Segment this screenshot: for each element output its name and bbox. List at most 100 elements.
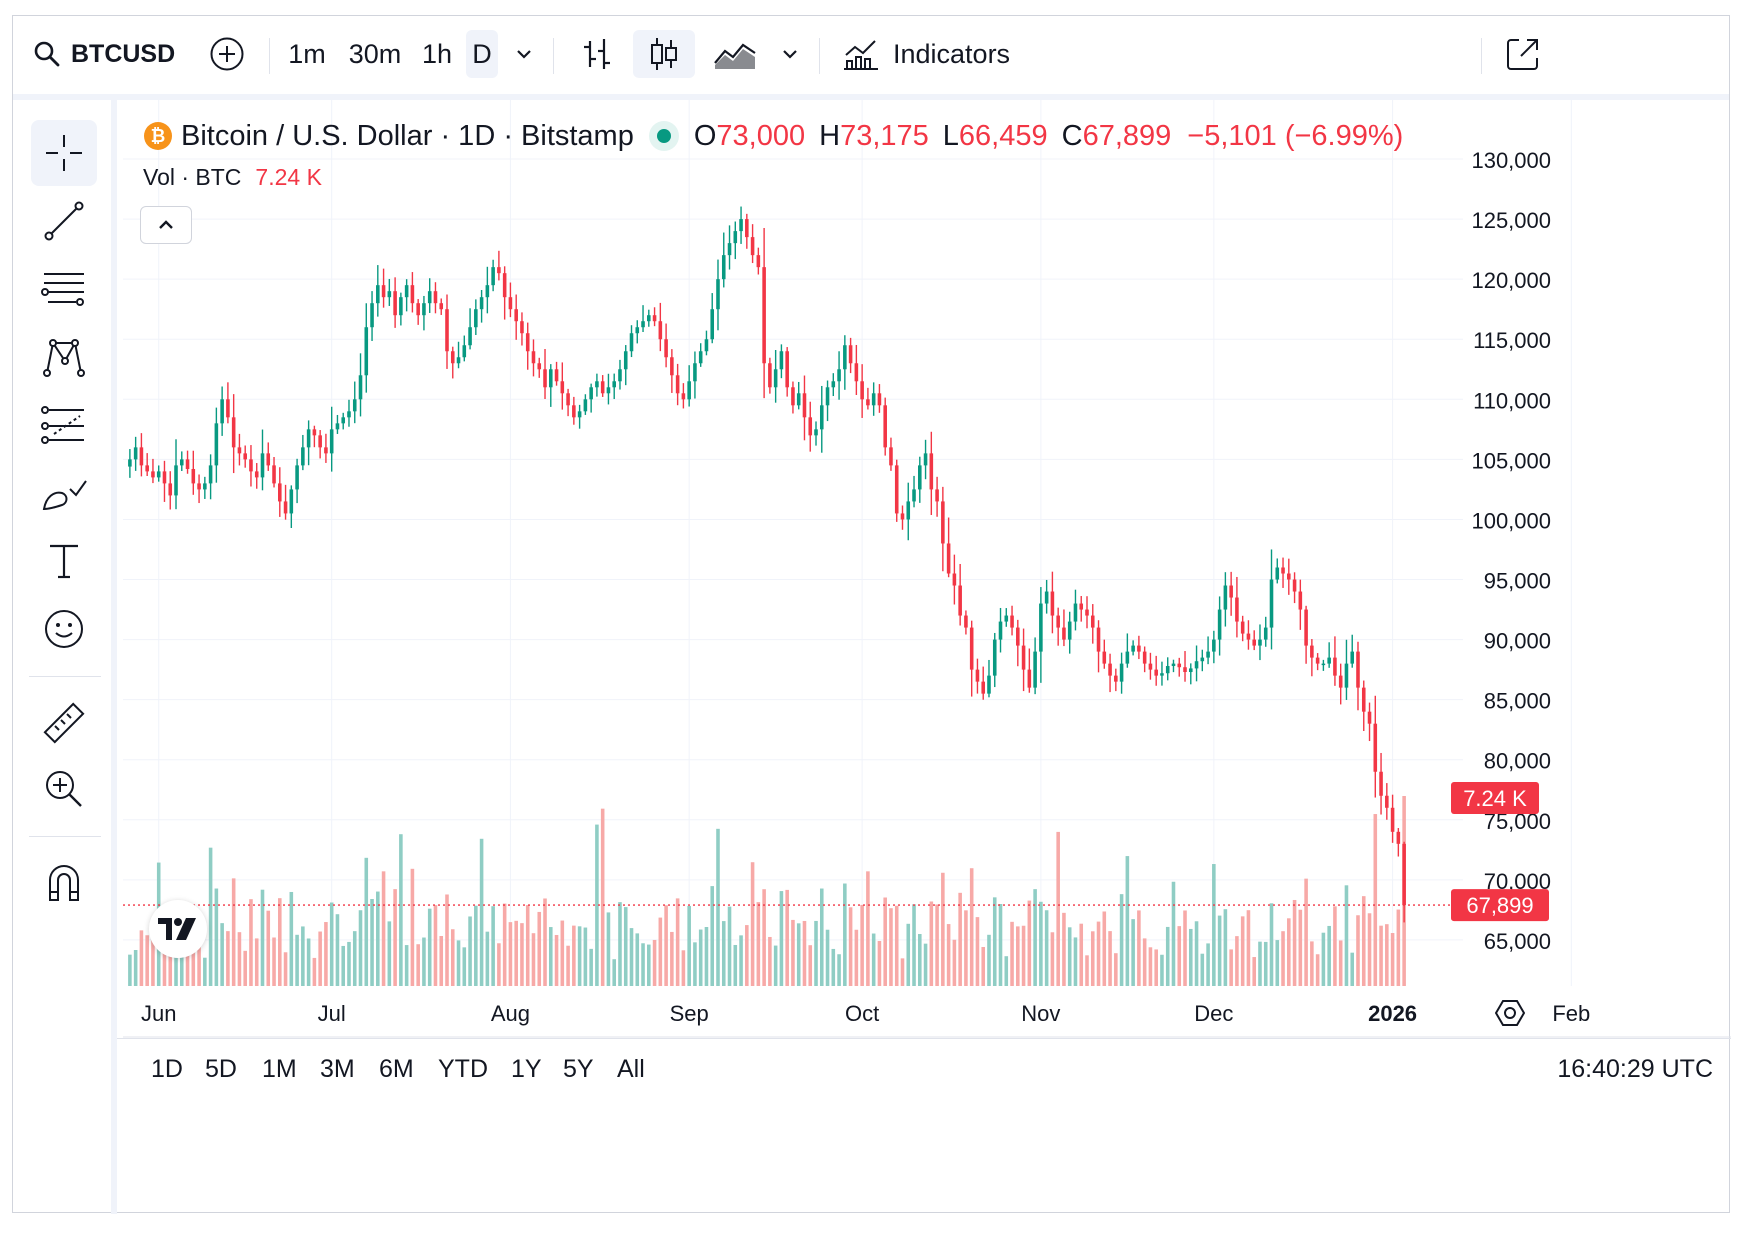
volume-bar xyxy=(837,954,841,986)
volume-bar xyxy=(1396,909,1401,986)
candle-body xyxy=(491,267,495,286)
range-all[interactable]: All xyxy=(617,1055,645,1083)
price-chart[interactable]: 65,00070,00075,00080,00085,00090,00095,0… xyxy=(123,100,1731,1038)
candle-body xyxy=(364,327,369,376)
volume-bar xyxy=(387,921,392,986)
range-ytd[interactable]: YTD xyxy=(438,1055,488,1083)
forecast-tool[interactable] xyxy=(31,392,97,458)
projection-icon xyxy=(41,406,84,444)
candle-body xyxy=(318,435,322,448)
brush-tool[interactable] xyxy=(31,460,97,526)
zoom-in-icon xyxy=(46,771,82,807)
volume-bar xyxy=(745,925,749,986)
volume-bar xyxy=(773,945,778,986)
candle-body xyxy=(376,285,380,304)
interval-1m[interactable]: 1m xyxy=(285,30,329,78)
candles-chart-button[interactable] xyxy=(633,30,695,78)
range-1d[interactable]: 1D xyxy=(151,1055,183,1083)
emoji-tool[interactable] xyxy=(31,596,97,662)
candle-body xyxy=(975,669,980,682)
candle-body xyxy=(203,483,207,490)
axis-settings-button[interactable] xyxy=(1494,998,1526,1033)
candle-body xyxy=(197,483,201,490)
measure-tool[interactable] xyxy=(31,690,97,756)
candle-body xyxy=(1062,627,1066,640)
toolbar-divider xyxy=(29,676,101,677)
candle-body xyxy=(629,333,634,352)
pattern-tool[interactable] xyxy=(31,324,97,390)
volume-bar xyxy=(520,923,524,986)
tradingview-logo[interactable] xyxy=(149,900,207,958)
candle-body xyxy=(168,483,173,496)
volume-bar xyxy=(739,935,743,986)
candle-body xyxy=(1206,651,1210,658)
clock-timezone[interactable]: 16:40:29 UTC xyxy=(1557,1055,1713,1083)
indicators-button[interactable]: Indicators xyxy=(843,30,1023,78)
volume-bar xyxy=(981,946,986,986)
symbol-title[interactable]: Bitcoin / U.S. Dollar · 1D · Bitstamp xyxy=(181,119,634,152)
fib-retracement-tool[interactable] xyxy=(31,256,97,322)
volume-bar xyxy=(918,934,922,986)
compare-symbol-button[interactable] xyxy=(203,30,251,78)
open-fullscreen-button[interactable] xyxy=(1499,30,1547,78)
bars-chart-button[interactable] xyxy=(573,30,621,78)
volume-bar xyxy=(243,950,247,986)
time-axis[interactable]: Jun Jul Aug Sep Oct Nov Dec 2026 Feb xyxy=(141,1001,1590,1026)
candle-body xyxy=(260,453,265,478)
volume-bar xyxy=(1246,910,1251,986)
interval-1h[interactable]: 1h xyxy=(417,30,457,78)
candle-body xyxy=(1102,651,1107,664)
candle-body xyxy=(779,351,784,370)
candle-body xyxy=(543,369,547,388)
volume-bar xyxy=(1379,925,1383,986)
candle-body xyxy=(1304,609,1308,646)
candle-body xyxy=(825,387,830,406)
symbol-search-button[interactable]: BTCUSD xyxy=(27,30,193,78)
candle-body xyxy=(301,447,305,466)
interval-30m[interactable]: 30m xyxy=(343,30,407,78)
range-3m[interactable]: 3M xyxy=(320,1055,355,1083)
volume-value: 7.24 K xyxy=(255,164,322,190)
chevron-down-icon xyxy=(517,50,531,59)
trend-line-tool[interactable] xyxy=(31,188,97,254)
interval-dropdown-button[interactable] xyxy=(509,30,539,78)
candle-body xyxy=(525,333,530,352)
price-axis[interactable]: 65,00070,00075,00080,00085,00090,00095,0… xyxy=(1471,148,1551,954)
range-5d[interactable]: 5D xyxy=(205,1055,237,1083)
candle-body xyxy=(791,387,795,406)
volume-bar xyxy=(1142,938,1147,986)
candle-body xyxy=(272,465,276,484)
range-1y[interactable]: 1Y xyxy=(511,1055,542,1083)
candle-body xyxy=(1258,639,1262,646)
interval-d[interactable]: D xyxy=(466,30,498,78)
candle-body xyxy=(1073,603,1078,622)
candle-body xyxy=(1361,687,1366,712)
candle-body xyxy=(1010,615,1014,628)
candle-body xyxy=(1390,807,1395,832)
range-1m[interactable]: 1M xyxy=(262,1055,297,1083)
volume-bar xyxy=(727,906,732,986)
volume-bar xyxy=(278,898,282,986)
collapse-legend-button[interactable] xyxy=(140,206,192,244)
text-tool[interactable] xyxy=(31,528,97,594)
candle-body xyxy=(1090,615,1095,628)
volume-bar xyxy=(843,883,847,986)
range-5y[interactable]: 5Y xyxy=(563,1055,594,1083)
area-chart-button[interactable] xyxy=(709,30,761,78)
text-icon xyxy=(50,544,78,579)
range-6m[interactable]: 6M xyxy=(379,1055,414,1083)
crosshair-tool[interactable] xyxy=(31,120,97,186)
volume-bar xyxy=(606,912,611,986)
candle-body xyxy=(854,363,859,382)
volume-bar xyxy=(635,933,640,986)
volume-bar xyxy=(295,934,299,986)
volume-bar xyxy=(370,899,374,986)
magnet-tool[interactable] xyxy=(31,850,97,916)
volume-bar xyxy=(203,957,207,986)
market-status-icon[interactable] xyxy=(648,120,680,152)
candle-body xyxy=(768,363,772,388)
volume-bar xyxy=(376,891,380,986)
chart-type-dropdown-button[interactable] xyxy=(775,30,805,78)
zoom-tool[interactable] xyxy=(31,756,97,822)
volume-bar xyxy=(860,904,864,986)
